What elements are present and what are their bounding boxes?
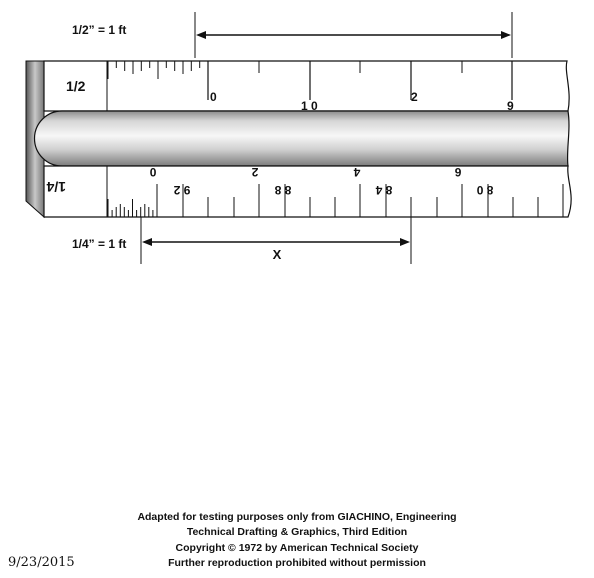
top-scale-ticks xyxy=(107,61,513,100)
top-ruler-label: 1/2 xyxy=(66,78,86,94)
bottom-number-92: 9 2 xyxy=(173,183,190,197)
credit-line-3: Copyright © 1972 by American Technical S… xyxy=(175,542,419,554)
scale-cylinder xyxy=(33,110,570,167)
bottom-number-80: 8 0 xyxy=(476,183,493,197)
bottom-dimension-line xyxy=(142,238,410,246)
bottom-number-88: 8 8 xyxy=(274,183,291,197)
credit-line-4: Further reproduction prohibited without … xyxy=(168,557,426,569)
top-number-10: 1 0 xyxy=(301,99,318,113)
top-number-0: 0 xyxy=(210,90,217,104)
bottom-number-2: 2 xyxy=(251,165,258,179)
top-number-9: 9 xyxy=(507,99,514,113)
top-number-2: 2 xyxy=(411,90,418,104)
bottom-scale-ticks xyxy=(107,184,564,217)
bottom-number-0: 0 xyxy=(149,165,156,179)
top-scale-label: 1/2” = 1 ft xyxy=(72,23,126,37)
bottom-ruler-label: 1/4 xyxy=(46,179,66,195)
scale-body xyxy=(25,60,572,219)
lower-scale-face xyxy=(43,165,572,218)
bottom-scale-label: 1/4” = 1 ft xyxy=(72,237,126,251)
bottom-number-84: 8 4 xyxy=(375,183,392,197)
date-stamp: 9/23/2015 xyxy=(8,555,75,570)
top-dimension-line xyxy=(196,31,511,39)
bottom-number-4: 4 xyxy=(353,165,360,179)
credit-line-2: Technical Drafting & Graphics, Third Edi… xyxy=(186,526,408,538)
bottom-number-6: 6 xyxy=(454,165,461,179)
unknown-length-x: X xyxy=(273,247,282,262)
credit-line-1: Adapted for testing purposes only from G… xyxy=(137,511,457,523)
